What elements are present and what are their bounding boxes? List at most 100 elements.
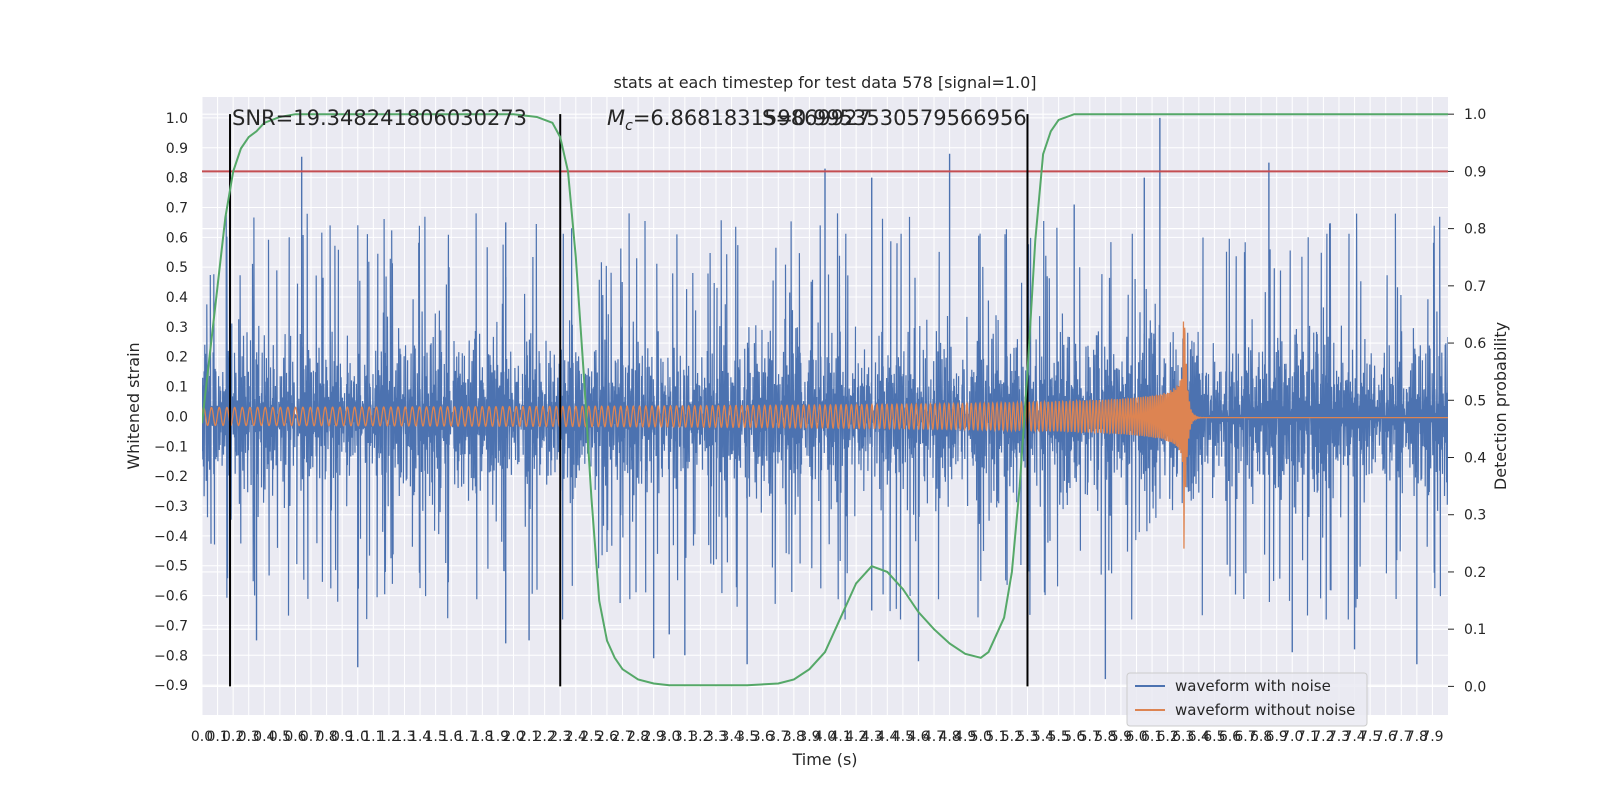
x-tick-label: 3.2 bbox=[689, 729, 711, 745]
x-tick-label: 0.2 bbox=[222, 729, 244, 745]
x-tick-label: 6.8 bbox=[1250, 729, 1272, 745]
x-tick-label: 3.1 bbox=[674, 729, 696, 745]
x-tick-label: 1.3 bbox=[393, 729, 415, 745]
snr-annotation: SNR=19.348241806030273 bbox=[232, 106, 527, 130]
x-tick-label: 2.7 bbox=[611, 729, 633, 745]
y-tick-label: −0.5 bbox=[154, 559, 188, 575]
y-tick-label: 0.5 bbox=[166, 260, 188, 276]
x-tick-label: 5.6 bbox=[1063, 729, 1085, 745]
x-tick-label: 1.8 bbox=[471, 729, 493, 745]
chirp-mass-annotation: Mc=6.868183159869927 bbox=[607, 106, 871, 134]
x-tick-label: 4.6 bbox=[907, 729, 929, 745]
x-tick-label: 7.0 bbox=[1281, 729, 1303, 745]
x-tick-label: 1.0 bbox=[347, 729, 369, 745]
x-tick-label: 7.3 bbox=[1328, 729, 1350, 745]
y-tick-label: 0.1 bbox=[166, 380, 188, 396]
x-tick-label: 7.9 bbox=[1421, 729, 1443, 745]
x-tick-label: 3.0 bbox=[658, 729, 680, 745]
legend-box bbox=[1126, 672, 1368, 727]
y-tick-label: −0.9 bbox=[154, 678, 188, 694]
y-tick-label: −0.4 bbox=[154, 529, 188, 545]
y2-tick-label: 0.9 bbox=[1464, 164, 1486, 180]
x-tick-label: 2.2 bbox=[534, 729, 556, 745]
y-tick-label: 0.3 bbox=[166, 320, 188, 336]
x-tick-label: 6.2 bbox=[1157, 729, 1179, 745]
x-tick-label: 7.5 bbox=[1359, 729, 1381, 745]
y-tick-label: −0.3 bbox=[154, 499, 188, 515]
y-axis-label: Whitened strain bbox=[124, 342, 143, 469]
x-tick-label: 0.8 bbox=[315, 729, 337, 745]
x-tick-label: 4.4 bbox=[876, 729, 898, 745]
x-tick-label: 2.9 bbox=[643, 729, 665, 745]
legend-label-noise: waveform with noise bbox=[1175, 677, 1331, 695]
x-tick-label: 5.0 bbox=[970, 729, 992, 745]
x-tick-label: 4.8 bbox=[938, 729, 960, 745]
y-tick-label: 0.7 bbox=[166, 200, 188, 216]
x-tick-label: 3.4 bbox=[720, 729, 742, 745]
x-tick-label: 1.1 bbox=[362, 729, 384, 745]
y-tick-label: 1.0 bbox=[166, 111, 188, 127]
x-tick-label: 5.8 bbox=[1094, 729, 1116, 745]
x-tick-label: 7.1 bbox=[1297, 729, 1319, 745]
y2-tick-label: 0.3 bbox=[1464, 508, 1486, 524]
x-tick-label: 1.7 bbox=[456, 729, 478, 745]
probability-series bbox=[202, 113, 1448, 687]
x-axis-label: Time (s) bbox=[791, 750, 857, 769]
x-tick-label: 4.2 bbox=[845, 729, 867, 745]
y2-tick-label: 0.6 bbox=[1464, 336, 1486, 352]
x-tick-label: 3.3 bbox=[705, 729, 727, 745]
x-tick-label: 4.5 bbox=[892, 729, 914, 745]
x-tick-label: 6.4 bbox=[1188, 729, 1210, 745]
y2-tick-label: 0.1 bbox=[1464, 622, 1486, 638]
x-tick-label: 0.9 bbox=[331, 729, 353, 745]
clean-trace bbox=[202, 321, 1448, 549]
x-tick-label: 5.5 bbox=[1047, 729, 1069, 745]
x-tick-label: 4.7 bbox=[923, 729, 945, 745]
y2-tick-labels: 1.0 0.9 0.8 0.7 0.6 0.5 0.4 0.3 0.2 0.1 0.0 bbox=[1448, 107, 1486, 695]
legend-label-clean: waveform without noise bbox=[1175, 701, 1355, 719]
x-tick-label: 4.1 bbox=[829, 729, 851, 745]
x-tick-label: 0.3 bbox=[238, 729, 260, 745]
x-tick-label: 5.2 bbox=[1001, 729, 1023, 745]
x-tick-label: 2.0 bbox=[502, 729, 524, 745]
chirp-mass-value: =6.868183159869927 bbox=[633, 106, 871, 130]
x-tick-label: 6.9 bbox=[1266, 729, 1288, 745]
x-tick-label: 5.4 bbox=[1032, 729, 1054, 745]
x-tick-label: 2.3 bbox=[549, 729, 571, 745]
y2-tick-label: 0.2 bbox=[1464, 565, 1486, 581]
chirp-mass-subscript: c bbox=[625, 118, 633, 134]
x-tick-label: 7.8 bbox=[1406, 729, 1428, 745]
x-tick-label: 0.7 bbox=[300, 729, 322, 745]
x-tick-label: 2.4 bbox=[565, 729, 587, 745]
clean-series bbox=[202, 321, 1448, 549]
y2-tick-label: 0.5 bbox=[1464, 393, 1486, 409]
y-tick-label: −0.2 bbox=[154, 469, 188, 485]
x-tick-label: 1.9 bbox=[487, 729, 509, 745]
x-tick-label: 6.3 bbox=[1172, 729, 1194, 745]
y-tick-label: 0.6 bbox=[166, 230, 188, 246]
x-tick-label: 2.8 bbox=[627, 729, 649, 745]
y-tick-label: −0.6 bbox=[154, 589, 188, 605]
x-tick-label: 5.7 bbox=[1079, 729, 1101, 745]
x-tick-label: 6.1 bbox=[1141, 729, 1163, 745]
y-tick-label: 0.4 bbox=[166, 290, 188, 306]
x-tick-label: 2.6 bbox=[596, 729, 618, 745]
x-tick-label: 0.5 bbox=[269, 729, 291, 745]
y-tick-label: 0.0 bbox=[166, 409, 188, 425]
chart-title: stats at each timestep for test data 578… bbox=[613, 73, 1036, 92]
x-tick-label: 3.8 bbox=[783, 729, 805, 745]
y-tick-label: 0.8 bbox=[166, 171, 188, 187]
x-tick-label: 3.5 bbox=[736, 729, 758, 745]
x-tick-label: 0.0 bbox=[191, 729, 213, 745]
y2-tick-label: 0.4 bbox=[1464, 451, 1486, 467]
x-tick-label: 3.7 bbox=[767, 729, 789, 745]
x-tick-label: 6.7 bbox=[1234, 729, 1256, 745]
y2-tick-label: 0.8 bbox=[1464, 222, 1486, 238]
x-tick-label: 3.9 bbox=[798, 729, 820, 745]
y2-tick-label: 0.7 bbox=[1464, 279, 1486, 295]
x-tick-label: 6.5 bbox=[1203, 729, 1225, 745]
x-tick-label: 0.6 bbox=[284, 729, 306, 745]
noise-series bbox=[202, 117, 1448, 680]
x-tick-label: 0.1 bbox=[206, 729, 228, 745]
